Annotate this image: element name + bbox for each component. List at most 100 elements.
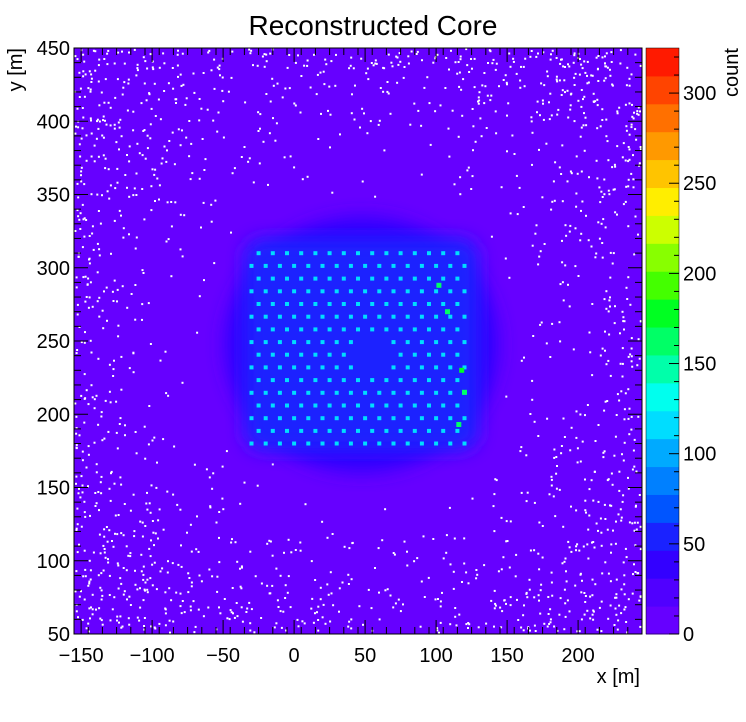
noise-bin <box>87 622 90 625</box>
noise-bin <box>350 56 353 59</box>
noise-bin <box>140 553 143 556</box>
station-bin <box>448 416 453 421</box>
station-bin <box>341 251 346 256</box>
noise-bin <box>623 408 626 411</box>
noise-bin <box>103 528 106 531</box>
noise-bin <box>106 190 109 193</box>
noise-bin <box>624 103 627 106</box>
noise-bin <box>627 355 630 358</box>
noise-bin <box>222 508 225 511</box>
noise-bin <box>575 155 578 158</box>
noise-bin <box>83 500 86 503</box>
noise-bin <box>273 626 276 629</box>
noise-bin <box>509 520 512 523</box>
noise-bin <box>90 384 93 387</box>
station-bin <box>313 352 318 357</box>
noise-bin <box>586 609 589 612</box>
noise-bin <box>78 326 81 328</box>
station-bin <box>277 441 282 446</box>
noise-bin <box>143 218 146 221</box>
noise-bin <box>616 145 619 148</box>
noise-bin <box>628 158 631 161</box>
noise-bin <box>249 629 252 632</box>
noise-bin <box>604 561 607 564</box>
noise-bin <box>110 470 113 473</box>
noise-bin <box>459 58 462 61</box>
noise-bin <box>410 50 413 53</box>
noise-bin <box>622 316 625 319</box>
noise-bin <box>212 472 215 475</box>
noise-bin <box>202 615 205 618</box>
station-bin <box>334 416 339 421</box>
noise-bin <box>83 549 86 552</box>
noise-bin <box>198 295 201 298</box>
noise-bin <box>584 478 586 481</box>
noise-bin <box>556 629 559 632</box>
noise-bin <box>590 245 593 248</box>
noise-bin <box>606 400 609 402</box>
x-axis-title: x [m] <box>597 666 640 688</box>
noise-bin <box>276 82 279 85</box>
station-bin <box>320 365 325 370</box>
noise-bin <box>549 92 552 95</box>
noise-bin <box>558 79 561 82</box>
noise-bin <box>467 627 469 629</box>
station-bin <box>412 327 417 332</box>
noise-bin <box>605 65 608 68</box>
noise-bin <box>610 543 613 546</box>
noise-bin <box>592 610 595 613</box>
station-bin <box>249 263 254 268</box>
noise-bin <box>108 594 111 596</box>
noise-bin <box>603 79 606 82</box>
station-bin <box>377 289 382 294</box>
station-bin <box>306 289 311 294</box>
noise-bin <box>514 575 517 578</box>
noise-bin <box>563 588 566 591</box>
noise-bin <box>508 566 511 569</box>
noise-bin <box>580 232 583 235</box>
noise-bin <box>615 613 618 616</box>
noise-bin <box>372 64 375 67</box>
noise-bin <box>543 84 546 87</box>
noise-bin <box>633 253 636 256</box>
noise-bin <box>229 609 232 612</box>
noise-bin <box>141 535 144 538</box>
noise-bin <box>636 112 639 115</box>
station-bin <box>412 378 417 383</box>
noise-bin <box>84 73 87 76</box>
noise-bin <box>119 476 122 479</box>
noise-bin <box>297 625 300 628</box>
noise-bin <box>580 63 583 66</box>
noise-bin <box>530 120 533 123</box>
station-bin <box>398 428 403 433</box>
noise-bin <box>549 58 552 61</box>
noise-bin <box>555 75 558 78</box>
noise-bin <box>98 58 101 61</box>
noise-bin <box>99 222 102 225</box>
noise-bin <box>465 48 468 51</box>
noise-bin <box>177 75 179 78</box>
noise-bin <box>322 70 325 73</box>
noise-bin <box>607 189 610 192</box>
noise-bin <box>136 67 139 70</box>
colorbar-tick-label: 250 <box>683 173 716 195</box>
noise-bin <box>490 235 493 238</box>
noise-bin <box>207 51 210 54</box>
colorbar-segment <box>646 131 679 161</box>
noise-bin <box>621 156 624 159</box>
noise-bin <box>119 577 122 580</box>
noise-bin <box>509 212 512 215</box>
noise-bin <box>623 583 626 586</box>
noise-bin <box>471 175 474 178</box>
noise-bin <box>495 479 498 482</box>
station-bin <box>277 416 282 421</box>
noise-bin <box>82 218 85 221</box>
noise-bin <box>279 574 282 577</box>
noise-bin <box>506 83 508 86</box>
noise-bin <box>528 578 531 581</box>
station-bin <box>306 365 311 370</box>
noise-bin <box>581 440 584 443</box>
noise-bin <box>177 49 179 52</box>
noise-bin <box>533 501 536 504</box>
station-bin <box>327 352 332 357</box>
